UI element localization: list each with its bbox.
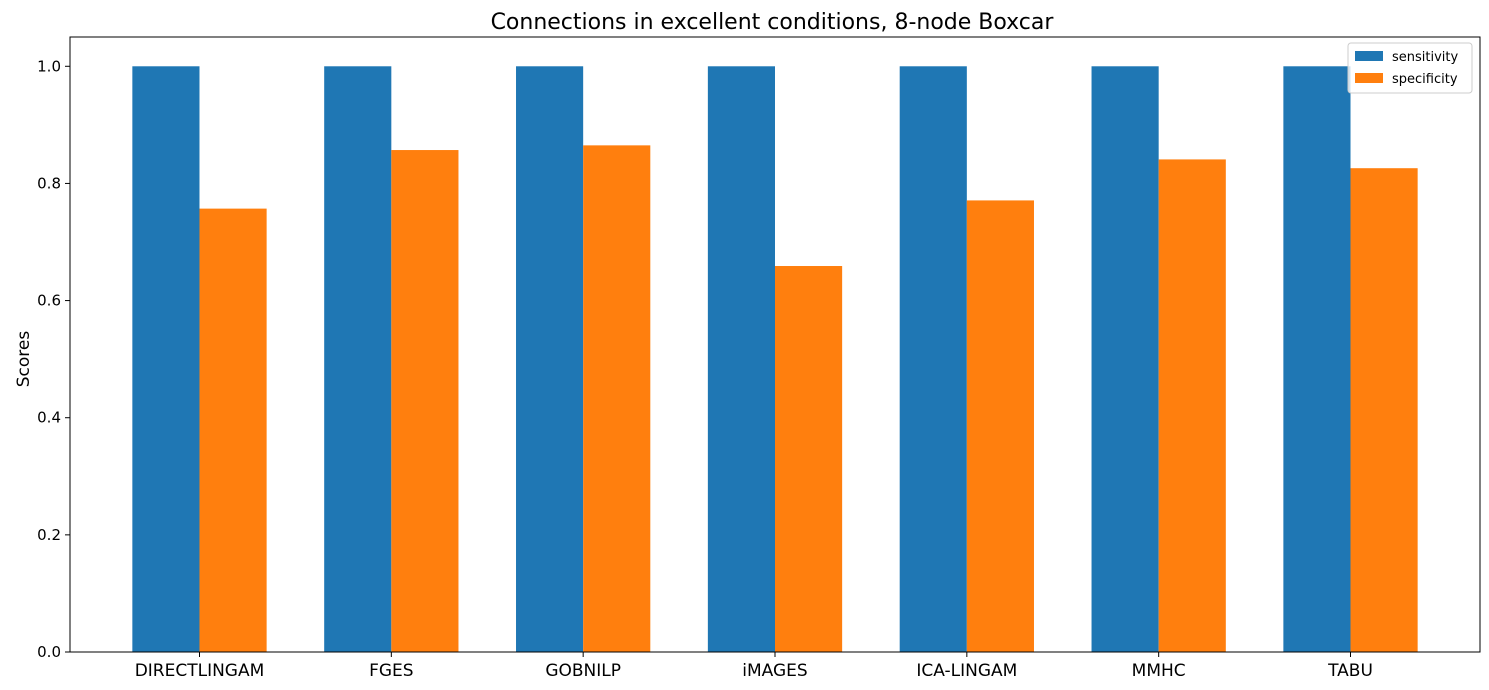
bar-specificity-ica-lingam [966,200,1034,652]
legend-label-specificity: specificity [1392,72,1458,87]
y-axis: 0.0 0.2 0.4 0.6 0.8 1.0 [37,57,70,661]
legend: sensitivity specificity [1347,42,1473,94]
plot-frame [69,36,1481,653]
x-tick-label: TABU [1327,661,1373,681]
y-tick-label: 1.0 [37,57,61,75]
bar-sensitivity-ica-lingam [899,66,967,653]
legend-label-sensitivity: sensitivity [1392,50,1459,65]
bar-specificity-fges [391,150,459,653]
y-tick-label: 0.6 [37,292,61,310]
bar-sensitivity-fges [324,66,392,653]
bar-sensitivity-mmhc [1091,66,1159,653]
bar-sensitivity-gobnilp [516,66,584,653]
bar-sensitivity-images [707,66,775,653]
bar-specificity-mmhc [1158,159,1226,652]
y-tick-label: 0.4 [37,409,61,427]
bar-sensitivity-directlingam [132,66,200,653]
bar-specificity-tabu [1350,168,1418,652]
x-axis: DIRECTLINGAM FGES GOBNILP iMAGES ICA-LINGAM M… [135,652,1373,681]
x-tick-label: FGES [369,661,413,681]
bar-specificity-directlingam [199,208,267,652]
legend-swatch-specificity [1355,73,1383,83]
bars-group [132,66,1418,653]
y-tick-label: 0.0 [37,643,61,661]
bar-specificity-gobnilp [583,145,651,652]
bar-sensitivity-tabu [1283,66,1351,653]
x-tick-label: DIRECTLINGAM [135,661,265,681]
x-tick-label: ICA-LINGAM [916,661,1017,681]
y-tick-label: 0.8 [37,174,61,192]
x-tick-label: iMAGES [742,661,807,681]
chart-title: Connections in excellent conditions, 8-n… [491,10,1055,35]
x-tick-label: GOBNILP [545,661,621,681]
x-tick-label: MMHC [1132,661,1186,681]
legend-swatch-sensitivity [1355,51,1383,61]
y-tick-label: 0.2 [37,526,61,544]
y-axis-label: Scores [14,331,34,388]
bar-specificity-images [775,266,843,652]
